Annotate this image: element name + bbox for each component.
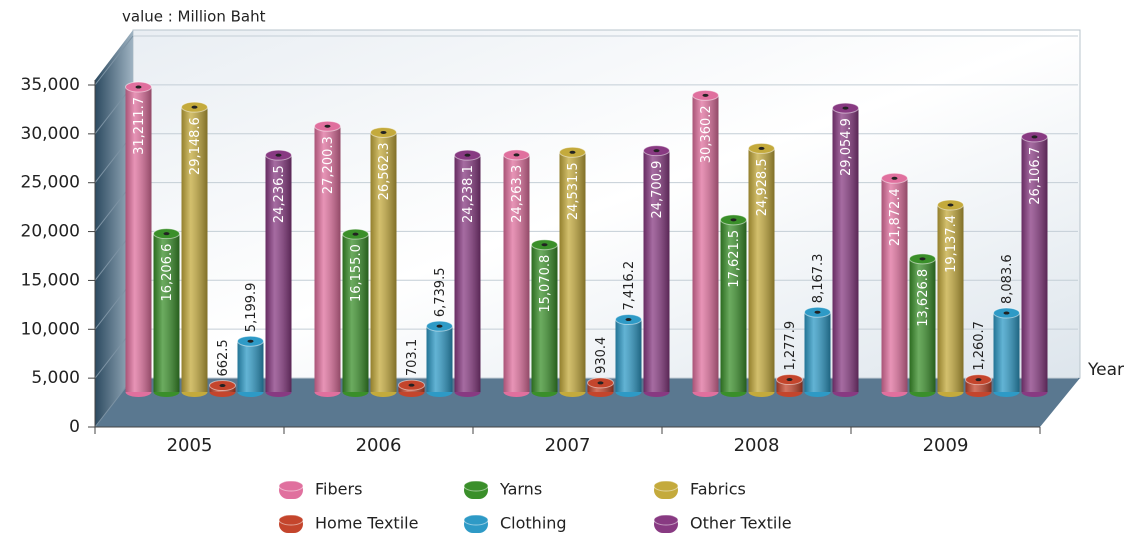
legend-swatch-end xyxy=(654,481,678,491)
bar-top-hole xyxy=(976,378,982,381)
y-tick-label: 15,000 xyxy=(21,270,80,290)
bar-top-hole xyxy=(570,151,576,154)
data-label: 930.4 xyxy=(594,337,609,374)
data-label: 24,531.5 xyxy=(566,162,581,220)
y-tick-label: 20,000 xyxy=(21,222,80,242)
legend-swatch-end xyxy=(654,515,678,525)
bar-top-hole xyxy=(892,177,898,180)
data-label: 21,872.4 xyxy=(888,188,903,246)
legend-label: Yarns xyxy=(499,480,542,499)
bar-top-hole xyxy=(192,106,198,109)
bar-top-hole xyxy=(409,384,415,387)
data-label: 8,083.6 xyxy=(1000,254,1015,304)
legend-label: Fabrics xyxy=(690,480,746,499)
data-label: 7,416.2 xyxy=(622,261,637,311)
bar-shade xyxy=(616,320,642,392)
bar-top-hole xyxy=(437,325,443,328)
bar-top-hole xyxy=(598,381,604,384)
bar-shade xyxy=(805,312,831,392)
data-label: 24,700.9 xyxy=(650,161,665,219)
y-tick-label: 10,000 xyxy=(21,319,80,339)
data-label: 1,277.9 xyxy=(783,321,798,371)
bar-top-hole xyxy=(381,131,387,134)
bar-top-hole xyxy=(920,257,926,260)
legend-swatch-end xyxy=(464,515,488,525)
legend-label: Fibers xyxy=(315,480,362,499)
bar-top-hole xyxy=(276,154,282,157)
data-label: 16,206.6 xyxy=(160,244,175,302)
data-label: 24,263.3 xyxy=(510,165,525,223)
bar-shade xyxy=(238,341,264,392)
data-label: 13,626.8 xyxy=(916,269,931,327)
bar-top-hole xyxy=(542,243,548,246)
y-tick-label: 25,000 xyxy=(21,173,80,193)
data-label: 5,199.9 xyxy=(244,283,259,333)
data-label: 26,562.3 xyxy=(377,142,392,200)
data-label: 1,260.7 xyxy=(972,321,987,371)
x-axis-label: Year xyxy=(1087,360,1124,380)
bar-top-hole xyxy=(626,318,632,321)
bar-top-hole xyxy=(731,218,737,221)
bar-top-hole xyxy=(815,311,821,314)
bar-top-hole xyxy=(465,154,471,157)
bar-top-hole xyxy=(325,125,331,128)
x-tick-label: 2007 xyxy=(545,435,591,456)
data-label: 17,621.5 xyxy=(727,230,742,288)
y-tick-label: 0 xyxy=(69,417,80,437)
data-label: 703.1 xyxy=(405,339,420,376)
legend-swatch-end xyxy=(279,481,303,491)
x-tick-label: 2005 xyxy=(167,435,213,456)
data-label: 30,360.2 xyxy=(699,105,714,163)
y-axis-label: value : Million Baht xyxy=(122,8,266,26)
x-tick-label: 2006 xyxy=(356,435,402,456)
bar-top-hole xyxy=(787,378,793,381)
bar-top-hole xyxy=(654,149,660,152)
legend-label: Other Textile xyxy=(690,514,792,533)
y-tick-label: 30,000 xyxy=(21,124,80,144)
data-label: 27,200.3 xyxy=(321,136,336,194)
legend-label: Home Textile xyxy=(315,514,418,533)
bar-top-hole xyxy=(1004,312,1010,315)
bar-top-hole xyxy=(703,94,709,97)
legend-swatch-end xyxy=(464,481,488,491)
data-label: 6,739.5 xyxy=(433,268,448,318)
bar-top-hole xyxy=(948,204,954,207)
y-tick-label: 5,000 xyxy=(31,368,80,388)
bar-top-hole xyxy=(136,86,142,89)
bar-top-hole xyxy=(843,107,849,110)
bar-shade xyxy=(994,313,1020,392)
bar-shade xyxy=(427,326,453,392)
bar-top-hole xyxy=(514,153,520,156)
data-label: 29,148.6 xyxy=(188,117,203,175)
x-tick-label: 2009 xyxy=(923,435,969,456)
y-tick-label: 35,000 xyxy=(21,75,80,95)
legend-swatch-end xyxy=(279,515,303,525)
chart: 31,211.7 27,200.3 24,263.3 30,360.2 21,872.4… xyxy=(0,0,1139,540)
data-label: 24,236.5 xyxy=(272,165,287,223)
legend: Fibers Yarns Fabrics Home Textile Clothing Ot… xyxy=(279,480,792,534)
legend-label: Clothing xyxy=(500,514,567,533)
bar-top-hole xyxy=(353,233,359,236)
data-label: 8,167.3 xyxy=(811,254,826,304)
data-label: 15,070.8 xyxy=(538,255,553,313)
data-label: 29,054.9 xyxy=(839,118,854,176)
x-tick-label: 2008 xyxy=(734,435,780,456)
data-label: 24,928.5 xyxy=(755,158,770,216)
data-label: 16,155.0 xyxy=(349,244,364,302)
bar-top-hole xyxy=(164,232,170,235)
data-label: 19,137.4 xyxy=(944,215,959,273)
data-label: 662.5 xyxy=(216,339,231,376)
data-label: 31,211.7 xyxy=(132,97,147,155)
bar-top-hole xyxy=(759,147,765,150)
bar-top-hole xyxy=(1032,135,1038,138)
bar-top-hole xyxy=(248,340,254,343)
data-label: 26,106.7 xyxy=(1028,147,1043,205)
data-label: 24,238.1 xyxy=(461,165,476,223)
bar-top-hole xyxy=(220,384,226,387)
